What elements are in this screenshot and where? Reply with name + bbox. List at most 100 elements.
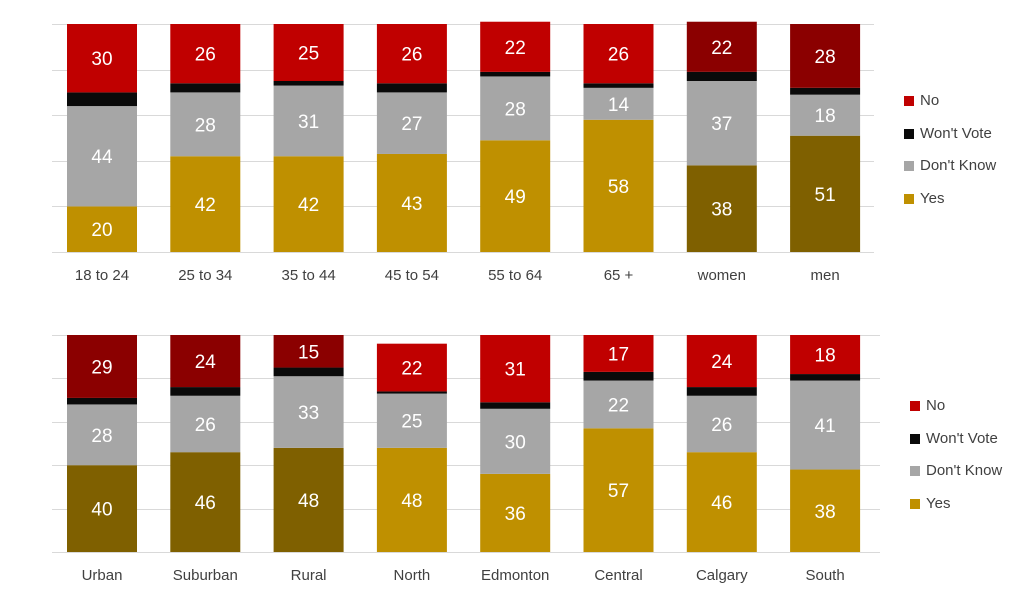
- category-label: Calgary: [696, 567, 748, 584]
- bar-segment-no: [67, 24, 137, 93]
- bar-segment-wont-vote: [170, 387, 241, 396]
- bar-segment-yes: [480, 473, 551, 552]
- data-label: 29: [91, 357, 112, 378]
- bar-segment-wont-vote: [686, 387, 757, 396]
- legend-label: No: [926, 397, 946, 414]
- bar-segment-yes: [583, 428, 654, 552]
- data-label: 48: [401, 491, 422, 512]
- data-label: 33: [298, 403, 319, 424]
- legend-label: No: [920, 92, 940, 109]
- bar-segment-yes: [686, 165, 757, 252]
- data-label: 28: [195, 115, 216, 136]
- bar-segment-dont-know: [480, 76, 551, 141]
- data-label: 46: [195, 493, 216, 514]
- category-label: Edmonton: [481, 567, 549, 584]
- bar-segment-wont-vote: [480, 71, 551, 77]
- bar-segment-yes: [67, 206, 137, 252]
- legend-label: Won't Vote: [920, 124, 992, 142]
- bar-segment-dont-know: [480, 408, 551, 474]
- data-label: 44: [91, 147, 113, 168]
- data-label: 42: [195, 195, 216, 216]
- bar-segment-wont-vote: [376, 391, 447, 394]
- legend-item-no: No: [904, 92, 939, 110]
- data-label: 46: [711, 493, 732, 514]
- category-label: Central: [594, 567, 642, 584]
- legend-item-wont-vote: Won't Vote: [904, 125, 992, 143]
- bar-segment-wont-vote: [790, 374, 861, 381]
- bar-segment-yes: [583, 119, 654, 252]
- data-label: 22: [505, 38, 526, 59]
- bar-segment-wont-vote: [583, 371, 654, 381]
- legend-swatch: [910, 433, 920, 444]
- bar-segment-no: [273, 335, 344, 368]
- data-label: 43: [401, 194, 422, 215]
- bar-segment-wont-vote: [67, 397, 137, 405]
- data-label: 24: [711, 352, 733, 373]
- bar-segment-no: [170, 24, 241, 84]
- data-label: 42: [298, 195, 319, 216]
- data-label: 58: [608, 177, 629, 198]
- legend-item-no: No: [910, 397, 945, 415]
- bar-segment-yes: [273, 447, 344, 552]
- bar-segment-dont-know: [686, 395, 757, 453]
- bar-segment-wont-vote: [67, 92, 137, 107]
- bar-segment-wont-vote: [686, 71, 757, 81]
- bar-segment-wont-vote: [583, 83, 654, 88]
- data-label: 22: [608, 395, 629, 416]
- legend-top: No Won't Vote Don't Know Yes: [904, 92, 1034, 212]
- data-label: 28: [505, 99, 526, 120]
- legend-bottom: No Won't Vote Don't Know Yes: [910, 397, 1034, 517]
- bar-segment-no: [376, 24, 447, 84]
- data-label: 41: [815, 416, 836, 437]
- legend-label: Won't Vote: [926, 429, 998, 447]
- data-label: 26: [195, 415, 216, 436]
- data-label: 26: [711, 415, 732, 436]
- bar-segment-yes: [170, 156, 241, 252]
- data-label: 51: [815, 185, 836, 206]
- bar-segment-wont-vote: [273, 81, 344, 86]
- category-label: 45 to 54: [385, 267, 439, 284]
- chart-age-gender: 20 44 30 18 to 24 42 28 26 25 to 34 42 31 25 35 to …: [52, 21, 874, 284]
- category-label: women: [697, 267, 746, 284]
- data-label: 48: [298, 491, 319, 512]
- bar-segment-dont-know: [790, 380, 861, 470]
- bar-segment-no: [67, 335, 137, 398]
- legend-item-wont-vote: Won't Vote: [910, 430, 998, 448]
- bar-segment-yes: [790, 469, 861, 552]
- category-label: 18 to 24: [75, 267, 129, 284]
- data-label: 26: [195, 45, 216, 66]
- category-label: men: [811, 267, 840, 284]
- bar-segment-dont-know: [376, 393, 447, 448]
- legend-swatch: [904, 96, 914, 106]
- bar-segment-dont-know: [273, 376, 344, 448]
- data-label: 24: [195, 352, 217, 373]
- data-label: 14: [608, 95, 630, 116]
- bar-segment-wont-vote: [376, 83, 447, 93]
- bar-segment-no: [790, 335, 861, 375]
- data-label: 28: [815, 47, 836, 68]
- category-label: Rural: [291, 567, 327, 584]
- data-label: 18: [815, 106, 836, 127]
- legend-swatch: [910, 401, 920, 411]
- data-label: 30: [91, 49, 112, 70]
- bar-segment-dont-know: [170, 92, 241, 157]
- data-label: 38: [711, 200, 732, 221]
- legend-item-dont-know: Don't Know: [904, 157, 996, 175]
- category-label: North: [394, 567, 431, 584]
- data-label: 25: [401, 412, 422, 433]
- legend-item-yes: Yes: [904, 190, 944, 208]
- bar-segment-yes: [480, 140, 551, 252]
- data-label: 37: [711, 114, 732, 135]
- bar-segment-no: [686, 335, 757, 388]
- bar-segment-no: [790, 24, 861, 88]
- category-label: Suburban: [173, 567, 238, 584]
- category-label: South: [805, 567, 844, 584]
- bar-segment-yes: [67, 465, 137, 552]
- category-label: 55 to 64: [488, 267, 542, 284]
- data-label: 28: [91, 426, 112, 447]
- bar-segment-dont-know: [790, 94, 861, 136]
- bar-segment-yes: [273, 156, 344, 252]
- bar-segment-dont-know: [170, 395, 241, 453]
- bar-segment-yes: [686, 452, 757, 552]
